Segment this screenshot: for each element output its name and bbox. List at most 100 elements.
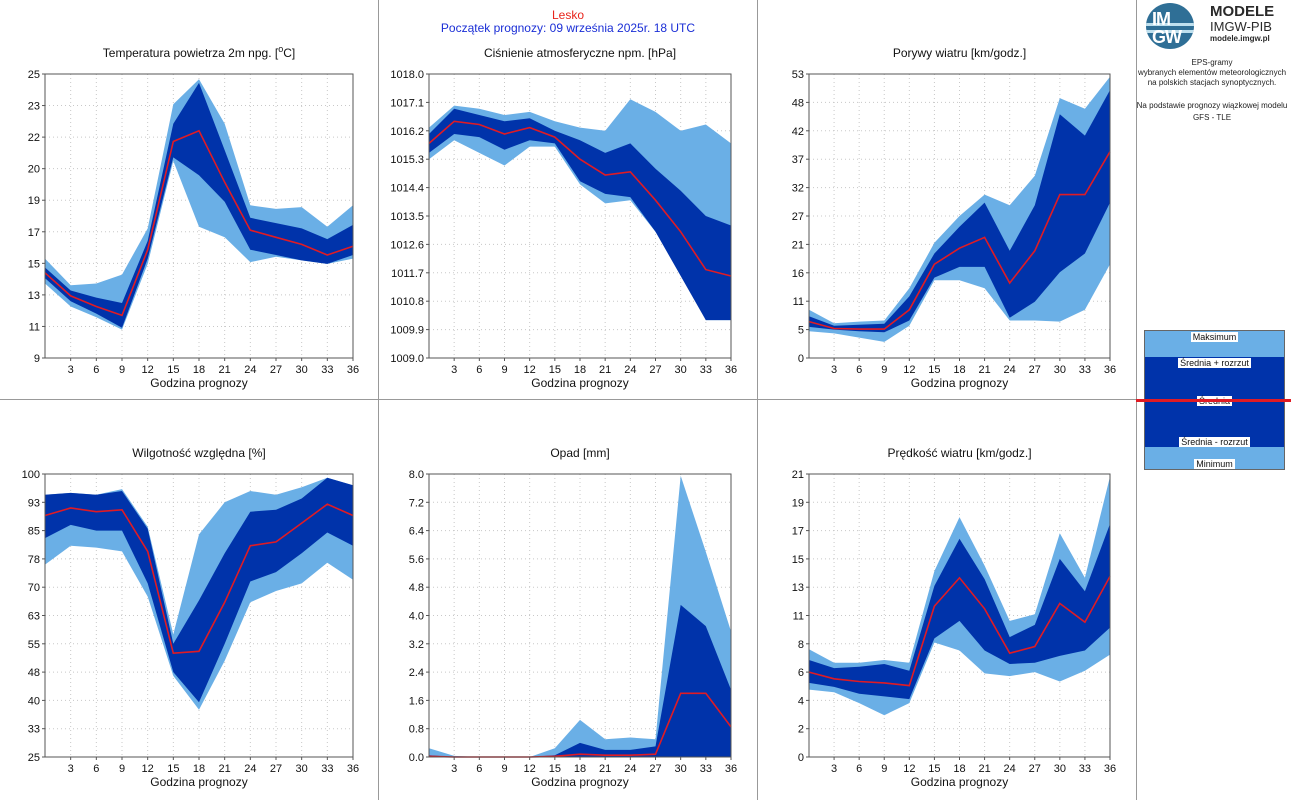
band-min-max — [429, 99, 731, 321]
x-tick-label: 24 — [1004, 364, 1016, 376]
y-tick-label: 63 — [28, 611, 40, 623]
y-tick-label: 20 — [28, 164, 40, 176]
x-tick-label: 9 — [119, 364, 125, 376]
band-spread — [429, 604, 731, 757]
x-tick-label: 21 — [978, 763, 990, 775]
chart-4: 3 6 9 12 15 18 21 24 27 30 33 362533404855637078859… — [22, 446, 359, 789]
x-tick-label: 27 — [649, 364, 661, 376]
logo-line1: IM — [1152, 9, 1171, 29]
y-tick-label: 42 — [792, 126, 804, 138]
y-tick-label: 15 — [28, 258, 40, 270]
x-tick-label: 36 — [725, 763, 737, 775]
y-tick-label: 48 — [28, 667, 40, 679]
x-tick-label: 24 — [244, 763, 256, 775]
y-tick-label: 25 — [28, 752, 40, 764]
x-tick-label: 24 — [1004, 763, 1016, 775]
chart-1: 3 6 9 12 15 18 21 24 27 30 33 369111315171920222325… — [28, 44, 359, 390]
y-tick-label: 1013.5 — [390, 211, 424, 223]
y-tick-label: 16 — [792, 268, 804, 280]
x-tick-label: 30 — [675, 763, 687, 775]
x-tick-label: 6 — [476, 364, 482, 376]
x-tick-label: 12 — [903, 364, 915, 376]
mean-line — [808, 151, 1111, 330]
legend-min-label: Minimum — [1194, 459, 1235, 469]
x-tick-label: 3 — [68, 763, 74, 775]
x-tick-label: 30 — [675, 364, 687, 376]
station-name: Lesko — [551, 8, 585, 22]
y-tick-label: 5 — [798, 325, 804, 337]
y-tick-label: 7.2 — [409, 497, 424, 509]
x-tick-label: 33 — [700, 364, 712, 376]
legend-mean-minus-label: Średnia - rozrzut — [1179, 437, 1250, 447]
info-basis-2: GFS - TLE — [1192, 113, 1232, 122]
x-tick-label: 6 — [93, 763, 99, 775]
y-tick-label: 6 — [798, 667, 804, 679]
x-tick-label: 24 — [244, 364, 256, 376]
x-tick-label: 36 — [725, 364, 737, 376]
x-axis-label: Godzina prognozy — [150, 376, 247, 390]
x-axis-label: Godzina prognozy — [911, 376, 1008, 390]
x-tick-label: 21 — [219, 763, 231, 775]
info-basis-1: Na podstawie prognozy wiązkowej modelu — [1136, 101, 1288, 110]
x-tick-label: 15 — [928, 763, 940, 775]
y-tick-label: 37 — [792, 154, 804, 166]
y-tick-label: 85 — [28, 526, 40, 538]
x-tick-label: 18 — [574, 763, 586, 775]
y-tick-label: 53 — [792, 69, 804, 81]
y-tick-label: 13 — [28, 290, 40, 302]
x-tick-label: 30 — [1054, 364, 1066, 376]
legend-mean-plus-label: Średnia + rozrzut — [1178, 358, 1251, 368]
chart-title: Porywy wiatru [km/godz.] — [893, 46, 1026, 60]
x-tick-label: 18 — [953, 763, 965, 775]
y-tick-label: 0.8 — [409, 724, 424, 736]
x-tick-label: 21 — [219, 364, 231, 376]
y-tick-label: 25 — [28, 69, 40, 81]
y-tick-label: 8 — [798, 639, 804, 651]
x-tick-label: 21 — [978, 364, 990, 376]
y-tick-label: 78 — [28, 554, 40, 566]
x-tick-label: 27 — [1029, 364, 1041, 376]
chart-3: 3 6 9 12 15 18 21 24 27 30 33 360511162127323742485… — [792, 46, 1116, 390]
x-tick-label: 12 — [903, 763, 915, 775]
y-tick-label: 48 — [792, 97, 804, 109]
x-axis-label: Godzina prognozy — [531, 376, 628, 390]
y-tick-label: 4 — [798, 695, 804, 707]
band-legend: Maksimum Średnia + rozrzut Średnia Średn… — [1144, 330, 1285, 470]
x-tick-label: 33 — [700, 763, 712, 775]
info-line-1: EPS-gramy — [1191, 58, 1233, 67]
y-tick-label: 4.8 — [409, 582, 424, 594]
mean-line — [44, 129, 354, 317]
y-tick-label: 17 — [792, 526, 804, 538]
y-tick-label: 1017.1 — [390, 97, 424, 109]
x-tick-label: 15 — [549, 763, 561, 775]
band-spread — [809, 523, 1110, 700]
info-line-3: na polskich stacjach synoptycznych. — [1147, 78, 1277, 87]
x-tick-label: 36 — [347, 364, 359, 376]
x-tick-label: 18 — [193, 364, 205, 376]
y-tick-label: 1018.0 — [390, 69, 424, 81]
chart-6: 3 6 9 12 15 18 21 24 27 30 33 3602468111315171921Pr… — [792, 446, 1116, 789]
y-tick-label: 32 — [792, 183, 804, 195]
y-tick-label: 1010.8 — [390, 296, 424, 308]
x-tick-label: 24 — [624, 763, 636, 775]
x-tick-label: 3 — [451, 364, 457, 376]
chart-2: 3 6 9 12 15 18 21 24 27 30 33 361009.01009.91010.81… — [390, 46, 737, 390]
x-tick-label: 18 — [193, 763, 205, 775]
logo-line2: GW — [1152, 27, 1182, 47]
y-tick-label: 17 — [28, 227, 40, 239]
chart-title: Temperatura powietrza 2m npg. [oC] — [103, 44, 295, 60]
y-tick-label: 2 — [798, 724, 804, 736]
x-tick-label: 15 — [928, 364, 940, 376]
x-tick-label: 27 — [270, 364, 282, 376]
y-tick-label: 4.0 — [409, 611, 424, 623]
chart-title: Wilgotność względna [%] — [132, 446, 265, 460]
x-tick-label: 24 — [624, 364, 636, 376]
legend-mean-line — [1136, 399, 1291, 402]
brand-url[interactable]: modele.imgw.pl — [1210, 34, 1270, 43]
x-tick-label: 9 — [881, 364, 887, 376]
x-tick-label: 15 — [549, 364, 561, 376]
x-tick-label: 18 — [953, 364, 965, 376]
x-tick-label: 9 — [119, 763, 125, 775]
y-tick-label: 22 — [28, 132, 40, 144]
x-tick-label: 15 — [167, 364, 179, 376]
